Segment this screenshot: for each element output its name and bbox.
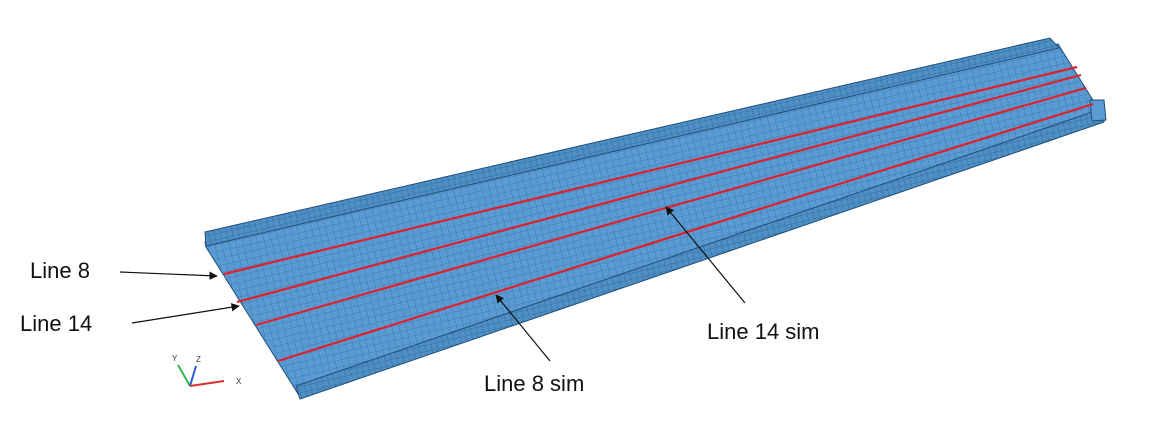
label-line8: Line 8 xyxy=(30,258,90,283)
label-line8-sim: Line 8 sim xyxy=(484,371,584,396)
mesh-panel xyxy=(204,43,1105,398)
end-lip xyxy=(1089,99,1107,122)
triad-z-axis xyxy=(189,365,197,387)
axis-triad: Y Z X xyxy=(172,354,242,387)
back-flange xyxy=(204,37,1060,247)
arrow-line14-sim xyxy=(665,206,746,304)
triad-y-axis xyxy=(177,364,191,387)
label-line14: Line 14 xyxy=(20,311,92,336)
triad-x-axis xyxy=(189,380,225,387)
arrow-line14 xyxy=(131,303,240,324)
measurement-line-8 xyxy=(223,65,1078,276)
label-line14-sim: Line 14 sim xyxy=(707,319,820,344)
arrow-line8-sim xyxy=(495,294,551,362)
measurement-line-8-sim xyxy=(277,102,1094,363)
front-flange xyxy=(295,107,1105,400)
triad-z-label: Z xyxy=(196,355,201,364)
triad-x-label: X xyxy=(236,377,242,386)
arrow-line8 xyxy=(119,271,218,280)
triad-y-label: Y xyxy=(172,354,178,363)
measurement-line-14 xyxy=(236,73,1082,304)
